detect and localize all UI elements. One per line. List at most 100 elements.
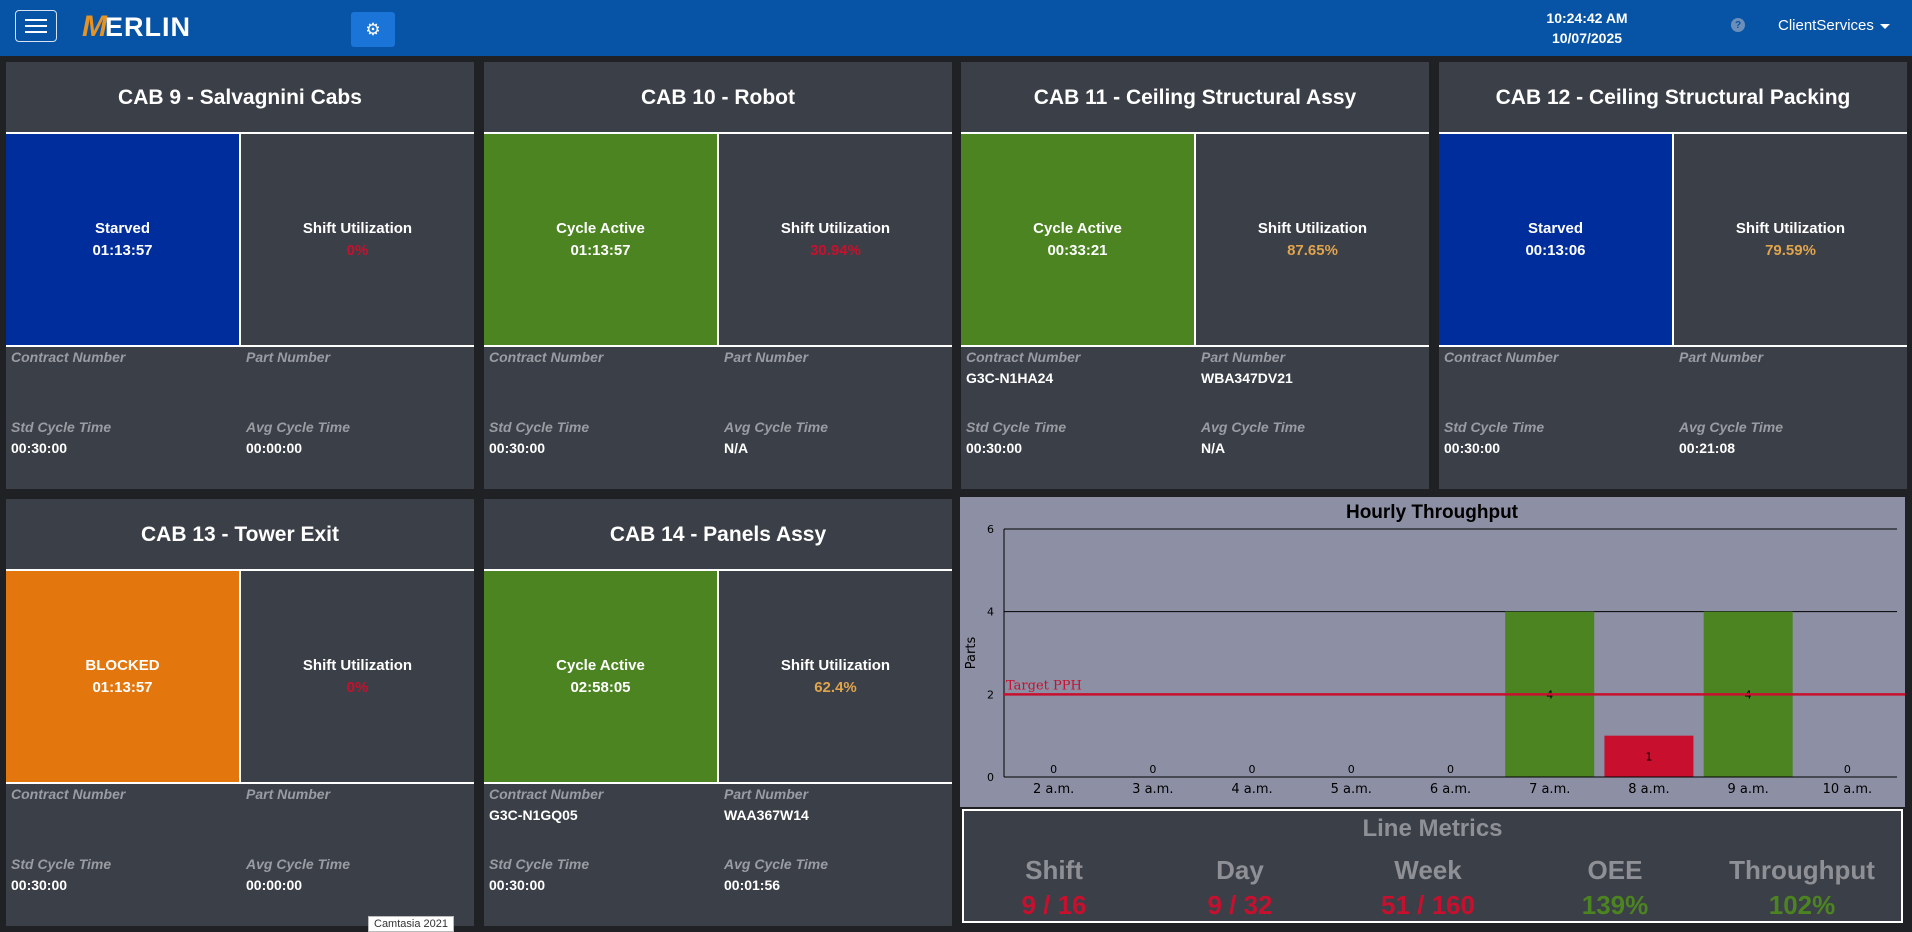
metric-label: OEE: [1587, 855, 1643, 885]
contract-number-label: Contract Number: [489, 349, 604, 365]
machine-state-tile: Starved 01:13:57: [6, 134, 239, 345]
data-label: 0: [1249, 763, 1256, 776]
menu-icon: [25, 25, 47, 27]
shift-utilization-label: Shift Utilization: [1735, 219, 1846, 237]
help-icon[interactable]: ?: [1731, 18, 1745, 32]
divider: [6, 345, 474, 347]
divider: [1439, 132, 1907, 134]
part-number-label: Part Number: [1679, 349, 1764, 365]
y-tick-label: 2: [987, 688, 994, 701]
state-duration: 00:33:21: [1047, 241, 1108, 259]
part-number-value: WBA347DV21: [1201, 370, 1293, 386]
divider: [6, 782, 474, 784]
shift-utilization-value: 87.65%: [1287, 241, 1338, 259]
cab-title: CAB 13 - Tower Exit: [141, 523, 339, 546]
avg-cycle-time-value: 00:00:00: [246, 440, 303, 456]
machine-state-tile: Cycle Active 02:58:05: [484, 571, 717, 782]
merlin-logo[interactable]: M ERLIN: [82, 10, 191, 43]
std-cycle-time-label: Std Cycle Time: [11, 856, 112, 872]
part-number-label: Part Number: [246, 786, 331, 802]
machine-state: Starved: [1527, 219, 1584, 237]
machine-state-tile: BLOCKED 01:13:57: [6, 571, 239, 782]
logo-text: ERLIN: [105, 11, 191, 42]
gear-icon: ⚙: [365, 19, 381, 39]
metric-day: Day 9 / 32: [1150, 855, 1330, 921]
chart-svg: Hourly Throughput 0 2 4 6 Parts 0 2 a.m. 0 3 a.m.…: [964, 502, 1905, 797]
metric-shift: Shift 9 / 16: [964, 855, 1144, 921]
std-cycle-time-value: 00:30:00: [966, 440, 1023, 456]
x-tick-label: 7 a.m.: [1529, 782, 1570, 797]
avg-cycle-time-value: 00:01:56: [724, 877, 781, 893]
avg-cycle-time-label: Avg Cycle Time: [1201, 419, 1306, 435]
current-date: 10/07/2025: [1551, 30, 1623, 46]
hourly-throughput-chart: Hourly Throughput 0 2 4 6 Parts 0 2 a.m. 0 3 a.m.…: [960, 497, 1905, 807]
divider: [484, 345, 952, 347]
avg-cycle-time-value: 00:21:08: [1679, 440, 1736, 456]
machine-state-tile: Starved 00:13:06: [1439, 134, 1672, 345]
shift-utilization-tile: Shift Utilization 87.65%: [1196, 134, 1429, 345]
data-label: 0: [1050, 763, 1057, 776]
divider: [717, 134, 719, 345]
machine-state: Cycle Active: [556, 219, 645, 237]
avg-cycle-time-label: Avg Cycle Time: [724, 856, 829, 872]
data-label: 0: [1447, 763, 1454, 776]
avg-cycle-time-value: N/A: [724, 440, 749, 456]
chart-title: Hourly Throughput: [1346, 502, 1519, 523]
cab-panel[interactable]: CAB 10 - Robot Cycle Active 01:13:57 Shift …: [484, 62, 952, 489]
user-menu[interactable]: ClientServices: [1778, 17, 1890, 34]
cab-panel[interactable]: CAB 12 - Ceiling Structural Packing Starv…: [1439, 62, 1907, 489]
cab-title: CAB 11 - Ceiling Structural Assy: [1033, 86, 1357, 109]
camtasia-watermark: Camtasia 2021: [368, 916, 454, 932]
std-cycle-time-label: Std Cycle Time: [11, 419, 112, 435]
part-number-label: Part Number: [1201, 349, 1286, 365]
x-tick-label: 2 a.m.: [1033, 782, 1074, 797]
settings-button[interactable]: ⚙: [351, 12, 395, 47]
divider: [239, 571, 241, 782]
part-number-label: Part Number: [724, 786, 809, 802]
metric-throughput: Throughput 102%: [1712, 855, 1892, 921]
contract-number-label: Contract Number: [966, 349, 1081, 365]
target-label: Target PPH: [1006, 678, 1082, 693]
shift-utilization-value: 62.4%: [814, 678, 857, 696]
shift-utilization-tile: Shift Utilization 0%: [241, 571, 474, 782]
machine-state: BLOCKED: [85, 656, 160, 674]
contract-number-value: G3C-N1GQ05: [489, 807, 578, 823]
std-cycle-time-label: Std Cycle Time: [489, 419, 590, 435]
divider: [484, 132, 952, 134]
metric-label: Day: [1216, 855, 1264, 885]
user-name: ClientServices: [1778, 17, 1874, 34]
metric-week: Week 51 / 160: [1338, 855, 1518, 921]
cab-title: CAB 9 - Salvagnini Cabs: [118, 86, 362, 109]
contract-number-label: Contract Number: [1444, 349, 1559, 365]
bar: [1604, 735, 1694, 777]
clock: 10:24:42 AM 10/07/2025: [1532, 8, 1642, 48]
x-tick-label: 5 a.m.: [1331, 782, 1372, 797]
avg-cycle-time-label: Avg Cycle Time: [246, 419, 351, 435]
cab-panel[interactable]: CAB 9 - Salvagnini Cabs Starved 01:13:57 Sh…: [6, 62, 474, 489]
cab-panel[interactable]: CAB 14 - Panels Assy Cycle Active 02:58:05…: [484, 499, 952, 926]
menu-icon: [25, 19, 47, 21]
cab-title: CAB 10 - Robot: [641, 86, 795, 109]
metric-value: 9 / 16: [1021, 890, 1087, 920]
avg-cycle-time-label: Avg Cycle Time: [1679, 419, 1784, 435]
cab-panel[interactable]: CAB 11 - Ceiling Structural Assy Cycle Ac…: [961, 62, 1429, 489]
state-duration: 01:13:57: [570, 241, 631, 259]
avg-cycle-time-label: Avg Cycle Time: [724, 419, 829, 435]
machine-state: Starved: [94, 219, 151, 237]
cab-panel[interactable]: CAB 13 - Tower Exit BLOCKED 01:13:57 Shift …: [6, 499, 474, 926]
hamburger-menu-button[interactable]: [15, 10, 57, 42]
y-tick-label: 6: [987, 523, 994, 536]
divider: [1194, 134, 1196, 345]
shift-utilization-value: 0%: [346, 678, 369, 696]
machine-state: Cycle Active: [556, 656, 645, 674]
metric-value: 102%: [1768, 890, 1836, 920]
cab-title: CAB 14 - Panels Assy: [609, 523, 827, 546]
std-cycle-time-label: Std Cycle Time: [489, 856, 590, 872]
metric-label: Week: [1394, 855, 1462, 885]
shift-utilization-label: Shift Utilization: [302, 656, 413, 674]
x-tick-label: 6 a.m.: [1430, 782, 1471, 797]
line-metrics-panel: Line Metrics Shift 9 / 16 Day 9 / 32 Week 51 …: [962, 809, 1903, 923]
divider: [717, 571, 719, 782]
avg-cycle-time-value: N/A: [1201, 440, 1226, 456]
contract-number-label: Contract Number: [11, 786, 126, 802]
